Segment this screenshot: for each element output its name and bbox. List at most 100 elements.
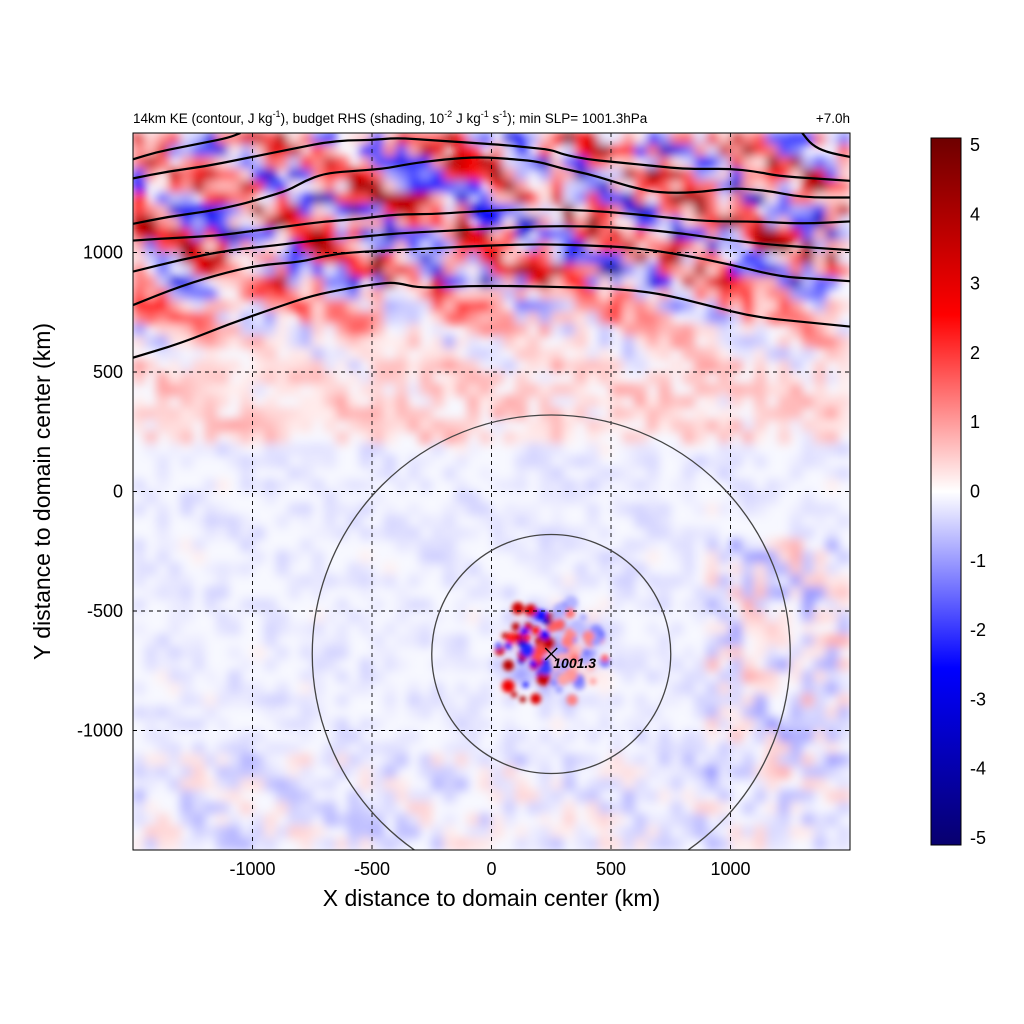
- shading-cell: [168, 443, 182, 457]
- shading-cell: [538, 311, 552, 325]
- shading-cell: [646, 670, 660, 684]
- shading-cell: [419, 694, 433, 708]
- shading-cell: [383, 658, 397, 672]
- shading-cell: [610, 491, 624, 504]
- shading-cell: [133, 144, 146, 158]
- shading-cell: [419, 359, 433, 373]
- shading-cell: [371, 789, 385, 803]
- shading-cell: [765, 299, 779, 313]
- shading-cell: [323, 204, 337, 218]
- shading-cell: [789, 419, 803, 433]
- shading-cell: [670, 801, 684, 815]
- shading-cell: [479, 311, 492, 325]
- shading-cell: [658, 347, 672, 361]
- shading-cell: [741, 192, 755, 206]
- shading-cell: [216, 479, 230, 492]
- shading-cell: [419, 240, 433, 253]
- shading-cell: [801, 455, 815, 469]
- shading-cell: [407, 263, 421, 277]
- shading-cell: [538, 407, 552, 421]
- shading-cell: [263, 335, 277, 349]
- shading-cell: [730, 192, 743, 206]
- shading-cell: [741, 658, 755, 672]
- shading-cell: [526, 502, 540, 516]
- shading-cell: [311, 359, 325, 373]
- shading-cell: [526, 287, 540, 301]
- shading-cell: [311, 371, 325, 385]
- shading-cell: [347, 263, 361, 277]
- shading-cell: [311, 228, 325, 242]
- shading-cell: [323, 658, 337, 672]
- shading-cell: [670, 407, 684, 421]
- shading-cell: [359, 550, 373, 564]
- shading-cell: [658, 514, 672, 528]
- shading-cell: [586, 789, 600, 803]
- shading-cell: [467, 323, 481, 337]
- shading-cell: [323, 275, 337, 289]
- shading-cell: [240, 383, 253, 397]
- shading-cell: [263, 837, 277, 850]
- shading-cell: [204, 694, 218, 708]
- shading-cell: [263, 765, 277, 779]
- shading-cell: [574, 168, 588, 182]
- x-axis-title: X distance to domain center (km): [323, 885, 660, 911]
- shading-cell: [275, 646, 289, 660]
- shading-cell: [514, 180, 528, 194]
- shading-cell: [825, 670, 839, 684]
- shading-cell: [753, 144, 767, 158]
- shading-cell: [311, 622, 325, 636]
- shading-cell: [622, 275, 636, 289]
- shading-cell: [133, 275, 146, 289]
- shading-cell: [502, 133, 516, 146]
- shading-cell: [395, 287, 409, 301]
- shading-cell: [455, 491, 469, 504]
- shading-cell: [479, 323, 492, 337]
- shading-cell: [359, 574, 373, 588]
- shading-cell: [658, 753, 672, 767]
- shading-cell: [789, 526, 803, 540]
- shading-cell: [562, 359, 576, 373]
- shading-cell: [335, 837, 349, 850]
- shading-cell: [670, 753, 684, 767]
- shading-cell: [574, 359, 588, 373]
- shading-cell: [658, 371, 672, 385]
- shading-cell: [634, 431, 648, 445]
- shading-cell: [133, 562, 146, 576]
- shading-cell: [419, 383, 433, 397]
- shading-cell: [144, 359, 158, 373]
- shading-cell: [347, 395, 361, 409]
- shading-cell: [204, 371, 218, 385]
- shading-cell: [622, 263, 636, 277]
- shading-cell: [730, 741, 743, 755]
- shading-cell: [813, 383, 827, 397]
- shading-cell: [431, 347, 445, 361]
- shading-cell: [598, 395, 612, 409]
- shading-cell: [192, 550, 206, 564]
- shading-cell: [610, 133, 624, 146]
- shading-cell: [562, 479, 576, 492]
- shading-cell: [144, 730, 158, 743]
- shading-cell: [216, 502, 230, 516]
- shading-cell: [216, 777, 230, 791]
- shading-cell: [741, 694, 755, 708]
- shading-cell: [706, 706, 720, 720]
- shading-cell: [335, 634, 349, 648]
- shading-cell: [323, 395, 337, 409]
- shading-cell: [526, 263, 540, 277]
- shading-cell: [753, 287, 767, 301]
- shading-blob: [582, 630, 595, 643]
- shading-cell: [586, 443, 600, 457]
- shading-cell: [825, 526, 839, 540]
- shading-cell: [275, 359, 289, 373]
- shading-cell: [443, 419, 457, 433]
- shading-cell: [634, 359, 648, 373]
- shading-cell: [479, 825, 492, 839]
- shading-cell: [228, 610, 242, 624]
- shading-cell: [765, 192, 779, 206]
- shading-cell: [311, 550, 325, 564]
- shading-cell: [526, 431, 540, 445]
- shading-cell: [646, 407, 660, 421]
- shading-cell: [371, 670, 385, 684]
- shading-cell: [479, 610, 492, 624]
- shading-cell: [133, 574, 146, 588]
